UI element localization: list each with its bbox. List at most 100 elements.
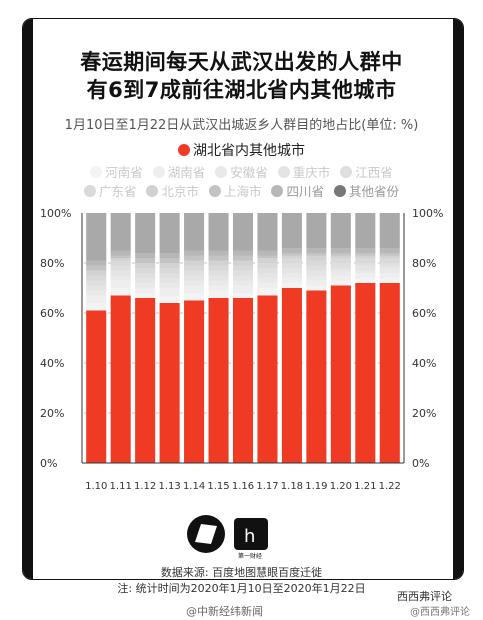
bar-segment xyxy=(159,283,180,288)
bar-segment xyxy=(184,265,205,271)
x-tick-label: 1.12 xyxy=(134,481,156,492)
bar-segment xyxy=(159,258,180,263)
legend-dot xyxy=(152,166,165,178)
x-tick-label: 1.20 xyxy=(330,481,352,492)
bar-segment xyxy=(330,253,351,256)
bar-segment xyxy=(355,278,376,283)
x-tick-label: 1.18 xyxy=(281,481,303,492)
bar-segment xyxy=(86,275,107,281)
bar-segment xyxy=(159,253,180,258)
bar-segment xyxy=(135,278,156,283)
legend-dot xyxy=(90,166,103,178)
bar-segment xyxy=(232,250,254,256)
bar-segment xyxy=(281,248,302,253)
x-tick-label: 1.13 xyxy=(158,481,180,492)
bar-segment xyxy=(306,260,327,266)
bar-segment xyxy=(281,258,302,263)
bar-segment xyxy=(135,288,156,293)
bar-segment xyxy=(86,265,107,271)
bar-segment xyxy=(330,268,351,271)
bar-segment xyxy=(355,258,376,263)
legend-label: 四川省 xyxy=(286,184,324,199)
bar-segment xyxy=(306,280,327,286)
bar-segment xyxy=(281,288,302,463)
bar-segment xyxy=(159,268,180,273)
bar-segment xyxy=(306,290,327,463)
bar-segment xyxy=(208,290,229,298)
legend-label: 湖南省 xyxy=(167,165,206,180)
bar-segment xyxy=(232,255,254,261)
bar-segment xyxy=(330,255,351,258)
bar-segment xyxy=(379,255,400,258)
bar-segment xyxy=(232,280,254,286)
yicai-logo-icon xyxy=(234,518,268,550)
bar-segment xyxy=(355,270,376,273)
watermark-right: 西西弗评论 xyxy=(397,590,452,603)
y-tick-label-left: 60% xyxy=(40,307,64,320)
bar-segment xyxy=(355,283,376,463)
legend-item: 湖南省 xyxy=(152,165,206,180)
legend-dot xyxy=(208,185,221,197)
y-tick-label-left: 20% xyxy=(40,407,64,420)
bar-segment xyxy=(355,255,376,258)
legend-item: 广东省 xyxy=(83,184,137,199)
bar-segment xyxy=(257,263,278,268)
legend-dot xyxy=(333,185,346,197)
bar-segment xyxy=(232,260,254,266)
y-tick-label-left: 80% xyxy=(40,257,64,270)
chart-subtitle: 1月10日至1月22日从武汉出城返乡人群目的地占比(单位: %) xyxy=(64,118,419,133)
legend-hubei-label: 湖北省内其他城市 xyxy=(193,143,305,159)
bar-segment xyxy=(110,213,131,251)
legend-label: 上海市 xyxy=(223,184,262,199)
bar-segment xyxy=(135,283,156,288)
bar-segment xyxy=(306,275,327,281)
x-tick-label: 1.16 xyxy=(232,481,254,492)
bar-segment xyxy=(184,285,205,293)
bar-segment xyxy=(208,285,229,291)
legend-item: 其他省份 xyxy=(333,184,399,199)
bar-segment xyxy=(330,270,351,276)
y-tick-label-left: 0% xyxy=(40,457,57,470)
bar-segment xyxy=(257,288,278,296)
bar-segment xyxy=(306,248,327,253)
bar-segment xyxy=(184,255,205,261)
chart-title-line2: 有6到7成前往湖北省内其他城市 xyxy=(86,78,397,102)
bar-segment xyxy=(110,295,131,463)
legend-dot xyxy=(83,185,96,197)
bar-segment xyxy=(257,258,278,263)
bar-segment xyxy=(257,268,278,273)
bar-segment xyxy=(184,293,205,301)
y-tick-label-right: 40% xyxy=(412,357,436,370)
bar-segment xyxy=(232,298,254,463)
bar-segment xyxy=(379,258,400,263)
bar-segment xyxy=(379,283,400,463)
bar-segment xyxy=(86,270,107,276)
legend-item: 安徽省 xyxy=(215,165,268,180)
bar-segment xyxy=(86,295,107,303)
bar-segment xyxy=(110,280,131,288)
bar-segment xyxy=(306,270,327,276)
bar-segment xyxy=(330,213,351,248)
bar-segment xyxy=(355,273,376,278)
bar-segment xyxy=(184,250,205,256)
bar-segment xyxy=(379,253,400,256)
legend-main: 湖北省内其他城市 xyxy=(0,140,483,160)
bar-segment xyxy=(330,280,351,286)
x-tick-label: 1.21 xyxy=(354,481,376,492)
watermark-right-sub: @西西弗评论 xyxy=(410,607,470,618)
bar-segment xyxy=(232,293,254,298)
bar-segment xyxy=(257,213,278,251)
x-tick-label: 1.19 xyxy=(305,481,327,492)
bar-segment xyxy=(208,260,229,266)
legend-label: 广东省 xyxy=(98,184,137,199)
chart-title-line1: 春运期间每天从武汉出发的人群中 xyxy=(80,50,403,74)
bar-segment xyxy=(184,270,205,276)
bar-segment xyxy=(208,275,229,281)
bar-segment xyxy=(355,213,376,248)
y-tick-label-right: 20% xyxy=(412,407,436,420)
bar-segment xyxy=(281,263,302,268)
bar-segment xyxy=(159,295,180,303)
camera-logo-shape xyxy=(195,524,217,544)
legend-hubei-dot xyxy=(178,144,190,156)
